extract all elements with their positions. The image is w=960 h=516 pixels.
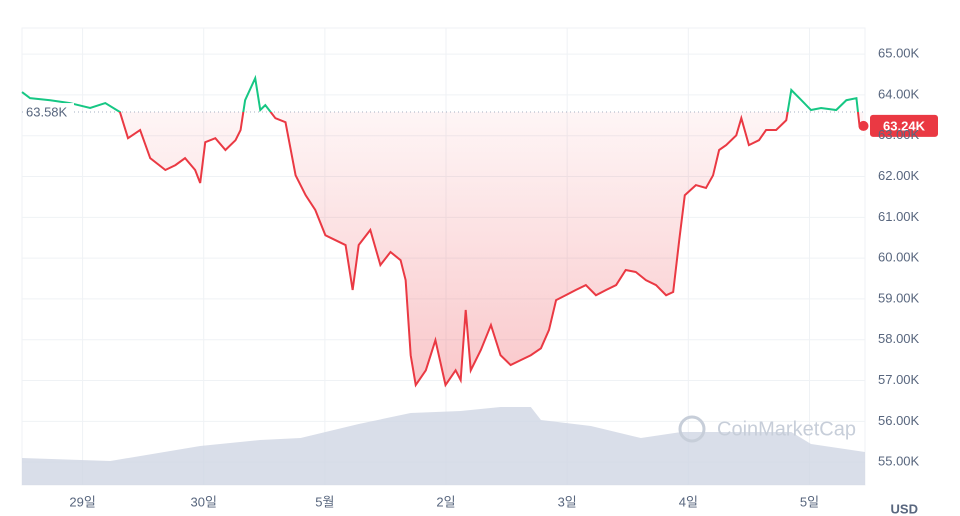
y-tick-label: 61.00K: [878, 209, 920, 224]
current-label-bg: [870, 114, 938, 137]
y-tick-label: 65.00K: [878, 46, 920, 61]
y-tick-label: 57.00K: [878, 372, 920, 387]
reference-label-bg: [24, 103, 74, 122]
x-tick-label: 2일: [436, 494, 455, 509]
x-tick-label: 29일: [69, 494, 95, 509]
y-tick-label: 62.00K: [878, 168, 920, 183]
currency-label: USD: [891, 501, 918, 516]
y-tick-label: 64.00K: [878, 86, 920, 101]
x-tick-label: 4일: [679, 494, 698, 509]
reference-label: 63.58K: [26, 104, 68, 119]
current-label: 63.24K: [883, 118, 926, 133]
y-tick-label: 59.00K: [878, 290, 920, 305]
y-tick-label: 60.00K: [878, 250, 920, 265]
y-tick-label: 55.00K: [878, 454, 920, 469]
volume-area: [22, 407, 865, 485]
area-below: [119, 112, 864, 386]
watermark: CoinMarketCap: [717, 418, 856, 440]
y-tick-label: 56.00K: [878, 413, 920, 428]
x-tick-label: 3일: [558, 494, 577, 509]
y-tick-label: 58.00K: [878, 331, 920, 346]
line-below: [118, 112, 864, 388]
current-dot: [858, 120, 869, 131]
x-tick-label: 5월: [315, 494, 334, 509]
y-tick-label: 63.00K: [878, 127, 920, 142]
x-tick-label: 30일: [191, 494, 217, 509]
watermark-logo: [678, 415, 706, 443]
x-tick-label: 5일: [800, 494, 819, 509]
